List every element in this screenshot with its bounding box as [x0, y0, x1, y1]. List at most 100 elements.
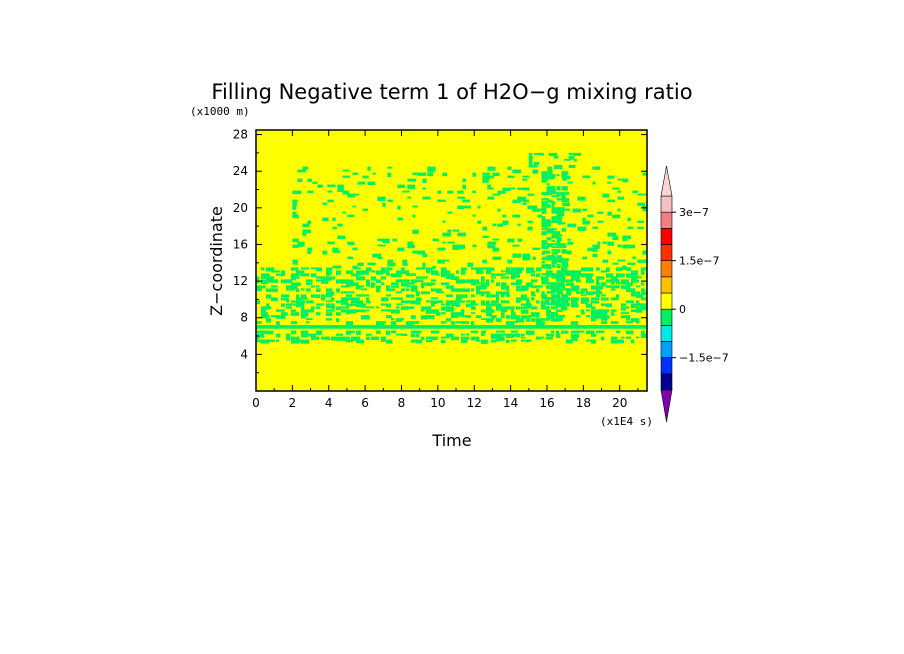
heatmap-cell: [631, 318, 640, 322]
heatmap-cell: [556, 210, 564, 215]
heatmap-cell: [526, 303, 532, 308]
heatmap-cell: [406, 273, 415, 276]
heatmap-cell: [502, 187, 511, 191]
heatmap-cell: [511, 273, 517, 278]
heatmap-cell: [568, 152, 575, 156]
heatmap-cell: [547, 166, 553, 170]
heatmap-cell: [396, 291, 402, 294]
heatmap-cell: [417, 250, 425, 255]
heatmap-cell: [351, 309, 357, 314]
heatmap-cell: [367, 181, 376, 185]
heatmap-cell: [561, 306, 568, 311]
heatmap-cell: [551, 330, 555, 334]
heatmap-cell: [292, 205, 297, 210]
heatmap-cell: [441, 267, 447, 272]
heatmap-cell: [301, 330, 309, 334]
heatmap-cell: [621, 267, 628, 270]
heatmap-cell: [551, 246, 560, 249]
heatmap-cell: [556, 237, 562, 242]
heatmap-cell: [546, 273, 554, 277]
heatmap-cell: [541, 318, 550, 321]
heatmap-cell: [436, 288, 442, 293]
heatmap-cell: [381, 270, 390, 274]
plot-background: [256, 130, 647, 391]
heatmap-cell: [568, 164, 576, 168]
heatmap-cell: [622, 265, 627, 269]
x-tick-label: 14: [503, 396, 518, 410]
x-tick-label: 16: [539, 396, 554, 410]
heatmap-cell: [581, 312, 585, 315]
heatmap-cell: [531, 306, 538, 310]
heatmap-cell: [431, 309, 439, 314]
heatmap-cell: [406, 294, 414, 298]
heatmap-cell: [456, 297, 462, 301]
colorbar-label: −1.5e−7: [679, 352, 729, 365]
heatmap-cell: [306, 300, 314, 304]
heatmap-cell: [471, 336, 480, 341]
heatmap-cell: [326, 267, 333, 272]
heatmap-cell: [521, 294, 527, 298]
heatmap-cell: [307, 178, 312, 182]
heatmap-cell: [481, 309, 486, 313]
heatmap-cell: [347, 241, 355, 246]
heatmap-cell: [561, 270, 568, 273]
heatmap-cell: [386, 315, 392, 319]
x-tick-label: 2: [289, 396, 297, 410]
heatmap-cell: [592, 253, 598, 258]
heatmap-cell: [496, 333, 503, 338]
heatmap-cell: [456, 312, 464, 317]
heatmap-cell: [642, 205, 647, 209]
colorbar-bin: [660, 341, 673, 358]
heatmap-cell: [556, 303, 565, 308]
heatmap-cell: [386, 294, 391, 297]
heatmap-cell: [501, 276, 510, 279]
heatmap-cell: [491, 315, 497, 319]
heatmap-cell: [302, 232, 307, 236]
heatmap-cell: [402, 190, 410, 193]
heatmap-cell: [371, 336, 379, 340]
y-unit-label: (x1000 m): [190, 105, 250, 118]
heatmap-cell: [616, 273, 625, 278]
heatmap-cell: [446, 306, 454, 310]
heatmap-cell: [626, 336, 632, 339]
heatmap-cell: [532, 247, 540, 250]
heatmap-cell: [456, 321, 465, 324]
heatmap-cell: [622, 238, 628, 241]
heatmap-cell: [546, 315, 555, 320]
heatmap-cell: [266, 330, 274, 335]
heatmap-cell: [581, 309, 585, 313]
heatmap-cell: [551, 306, 558, 309]
heatmap-cell: [601, 282, 607, 287]
heatmap-cell: [601, 318, 608, 321]
heatmap-cell: [471, 300, 476, 305]
heatmap-cell: [332, 247, 339, 252]
heatmap-cell: [452, 229, 460, 232]
heatmap-cell: [491, 333, 497, 339]
heatmap-cell: [541, 300, 547, 305]
heatmap-cell: [417, 172, 427, 176]
heatmap-cell: [621, 312, 629, 315]
heatmap-cell: [336, 336, 344, 341]
heatmap-cell: [561, 273, 568, 276]
heatmap-cell: [556, 330, 559, 335]
heatmap-cell: [581, 273, 590, 278]
heatmap-cell: [551, 264, 556, 268]
heatmap-cell: [286, 333, 291, 337]
heatmap-cell: [341, 336, 346, 341]
colorbar-bin: [660, 357, 673, 375]
heatmap-cell: [462, 178, 467, 182]
heatmap-cell: [511, 312, 516, 316]
heatmap-cell: [307, 220, 312, 225]
chart-title: Filling Negative term 1 of H2O−g mixing …: [211, 80, 692, 104]
heatmap-cell: [362, 208, 369, 211]
heatmap-cell: [416, 267, 424, 270]
heatmap-cell: [626, 288, 634, 293]
heatmap-cell: [471, 282, 477, 286]
heatmap-cell: [491, 303, 500, 307]
heatmap-cell: [401, 279, 410, 283]
heatmap-cell: [266, 279, 273, 283]
heatmap-cell: [427, 169, 435, 173]
heatmap-cell: [477, 205, 481, 209]
heatmap-cell: [541, 204, 547, 207]
